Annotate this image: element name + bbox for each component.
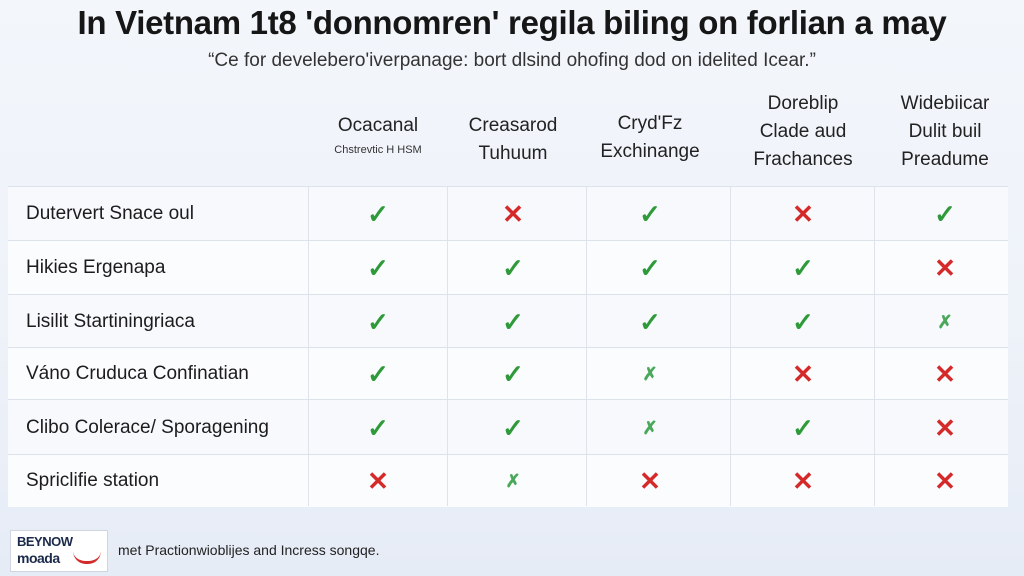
partial-mark-icon: ✗ bbox=[937, 311, 953, 332]
column-header-line: Widebiicar bbox=[900, 93, 990, 114]
column-header-line: Frachances bbox=[753, 149, 853, 170]
table-row: Váno Cruduca Confinatian ✓ ✓ ✗ ✕ ✕ bbox=[8, 347, 1008, 400]
column-header-line: Ocacanal bbox=[337, 115, 419, 136]
table-row: Clibo Colerace/ Sporagening ✓ ✓ ✗ ✓ ✕ bbox=[8, 399, 1008, 455]
check-mark-icon: ✓ bbox=[367, 412, 389, 443]
column-header-line: Exchinange bbox=[600, 141, 700, 162]
table-row: Hikies Ergenapa ✓ ✓ ✓ ✓ ✕ bbox=[8, 240, 1008, 295]
column-divider bbox=[447, 186, 448, 506]
row-label: Spriclifie station bbox=[26, 470, 160, 491]
table-row: Dutervert Snace oul ✓ ✕ ✓ ✕ ✓ bbox=[8, 186, 1008, 241]
partial-mark-icon: ✗ bbox=[642, 364, 658, 384]
cross-mark-icon: ✕ bbox=[934, 253, 956, 283]
check-mark-icon: ✓ bbox=[367, 199, 389, 229]
table-row: Spriclifie station ✕ ✗ ✕ ✕ ✕ bbox=[8, 454, 1008, 507]
cross-mark-icon: ✕ bbox=[934, 466, 956, 496]
column-header-line: Creasarod bbox=[468, 115, 558, 136]
column-divider bbox=[586, 186, 587, 506]
row-label: Dutervert Snace oul bbox=[26, 203, 194, 224]
check-mark-icon: ✓ bbox=[367, 359, 389, 389]
check-mark-icon: ✓ bbox=[367, 306, 389, 337]
column-header-3: Cryd'Fz Exchinange bbox=[580, 110, 720, 166]
row-label: Lisilit Startiningriaca bbox=[26, 310, 195, 332]
column-header-4: Doreblip Clade aud Frachances bbox=[733, 90, 873, 174]
column-header-line: Clade aud bbox=[759, 121, 847, 142]
column-header-5: Widebiicar Dulit buil Preadume bbox=[875, 90, 1015, 174]
check-mark-icon: ✓ bbox=[367, 253, 389, 283]
row-label: Hikies Ergenapa bbox=[26, 257, 166, 278]
check-mark-icon: ✓ bbox=[934, 199, 956, 229]
partial-mark-icon: ✗ bbox=[505, 471, 521, 491]
column-divider bbox=[730, 186, 731, 506]
check-mark-icon: ✓ bbox=[639, 253, 661, 283]
footer-caption: met Practionwioblijes and Incress songqe… bbox=[118, 542, 380, 558]
column-header-sublabel: Chstrevtic H HSM bbox=[334, 144, 422, 156]
cross-mark-icon: ✕ bbox=[502, 199, 524, 229]
cross-mark-icon: ✕ bbox=[934, 359, 956, 389]
check-mark-icon: ✓ bbox=[502, 306, 524, 337]
cross-mark-icon: ✕ bbox=[639, 466, 661, 496]
check-mark-icon: ✓ bbox=[639, 306, 661, 337]
cross-mark-icon: ✕ bbox=[934, 412, 956, 443]
row-label: Váno Cruduca Confinatian bbox=[26, 363, 249, 384]
brand-logo: BEYNOW moada bbox=[10, 530, 108, 572]
cross-mark-icon: ✕ bbox=[792, 199, 814, 229]
comparison-table: Dutervert Snace oul ✓ ✕ ✓ ✕ ✓ Hikies Ergenapa ✓… bbox=[8, 186, 1008, 507]
check-mark-icon: ✓ bbox=[639, 199, 661, 229]
partial-mark-icon: ✗ bbox=[642, 417, 658, 438]
cross-mark-icon: ✕ bbox=[792, 466, 814, 496]
cross-mark-icon: ✕ bbox=[367, 466, 389, 496]
column-header-line: Doreblip bbox=[767, 93, 839, 114]
column-header-line: Preadume bbox=[901, 149, 989, 170]
row-label: Clibo Colerace/ Sporagening bbox=[26, 416, 269, 438]
column-divider bbox=[874, 186, 875, 506]
column-divider bbox=[308, 186, 309, 506]
column-header-line: Cryd'Fz bbox=[617, 113, 683, 134]
logo-line2: moada bbox=[17, 550, 60, 566]
check-mark-icon: ✓ bbox=[502, 359, 524, 389]
logo-line1: BEYNOW bbox=[17, 534, 73, 549]
cross-mark-icon: ✕ bbox=[792, 359, 814, 389]
page-subtitle: “Ce for develebero'iverpanage: bort dlsi… bbox=[208, 50, 816, 71]
check-mark-icon: ✓ bbox=[792, 412, 814, 443]
check-mark-icon: ✓ bbox=[792, 306, 814, 337]
column-header-line: Dulit buil bbox=[908, 121, 982, 142]
check-mark-icon: ✓ bbox=[792, 253, 814, 283]
page-title: In Vietnam 1t8 'donnomren' regila biling… bbox=[77, 4, 947, 41]
column-header-line: Tuhuum bbox=[478, 143, 548, 164]
check-mark-icon: ✓ bbox=[502, 412, 524, 443]
column-header-2: Creasarod Tuhuum bbox=[443, 112, 583, 168]
logo-swoosh-icon bbox=[73, 551, 101, 564]
column-header-1: Ocacanal Chstrevtic H HSM bbox=[308, 112, 448, 160]
check-mark-icon: ✓ bbox=[502, 253, 524, 283]
table-row: Lisilit Startiningriaca ✓ ✓ ✓ ✓ ✗ bbox=[8, 294, 1008, 348]
